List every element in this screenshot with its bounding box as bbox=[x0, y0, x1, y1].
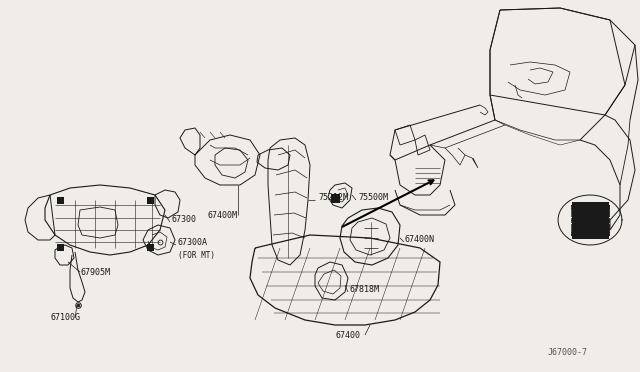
Text: 67818M: 67818M bbox=[350, 285, 380, 294]
Text: 67300A: 67300A bbox=[178, 238, 208, 247]
Text: 67400: 67400 bbox=[335, 331, 360, 340]
Text: 67400M: 67400M bbox=[207, 211, 237, 220]
Text: (FOR MT): (FOR MT) bbox=[178, 251, 215, 260]
Text: 67300: 67300 bbox=[172, 215, 197, 224]
Text: J67000-7: J67000-7 bbox=[548, 348, 588, 357]
Text: 67100G: 67100G bbox=[50, 313, 80, 322]
Text: 75500M: 75500M bbox=[358, 193, 388, 202]
Text: 75212M: 75212M bbox=[318, 193, 348, 202]
Text: 67400N: 67400N bbox=[405, 235, 435, 244]
Text: 67905M: 67905M bbox=[80, 268, 110, 277]
